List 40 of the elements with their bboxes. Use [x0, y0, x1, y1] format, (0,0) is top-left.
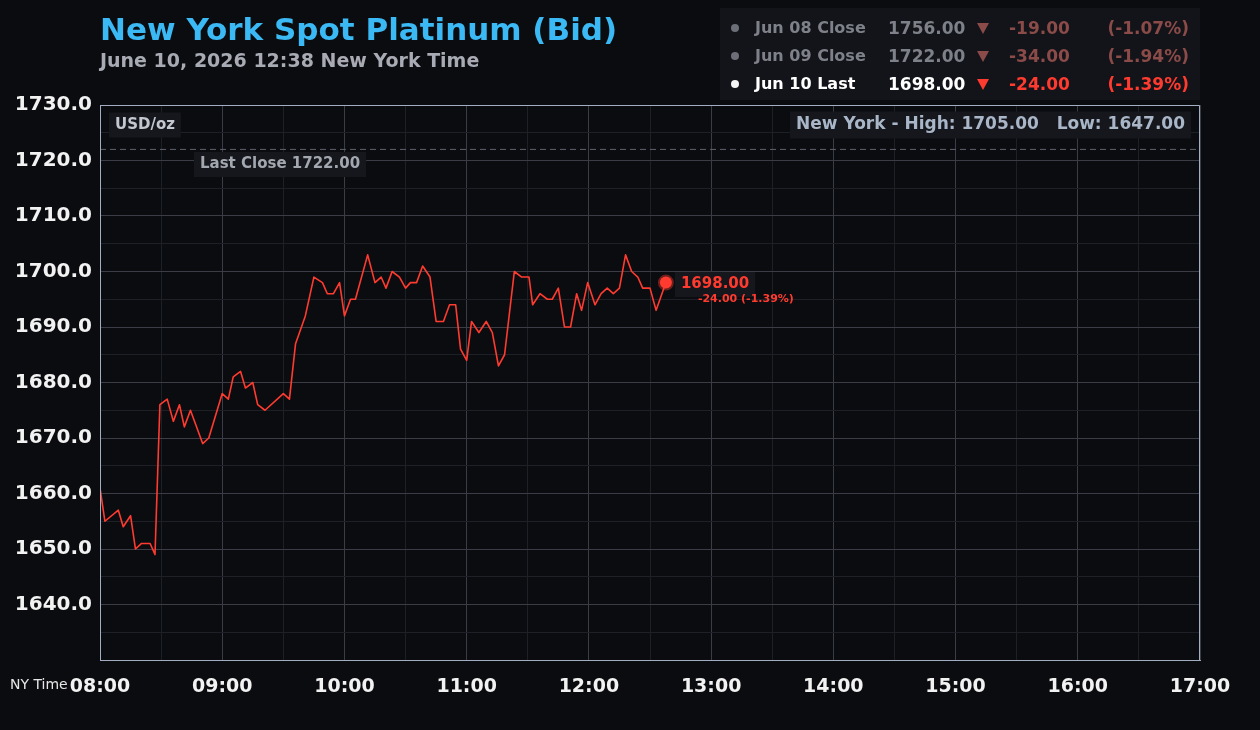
x-tick-label: 15:00: [925, 674, 986, 697]
text: -24.00: [1009, 73, 1070, 96]
text: 1756.00: [888, 17, 966, 40]
y-tick-label: 1670.0: [14, 424, 92, 449]
annotation: USD/oz: [115, 114, 176, 133]
text: Jun 10 Last: [755, 73, 856, 95]
x-axis-title: NY Time: [10, 675, 68, 693]
y-tick-label: 1710.0: [14, 202, 92, 227]
x-tick-label: 14:00: [803, 674, 864, 697]
y-tick-label: 1640.0: [14, 590, 92, 615]
y-tick-label: 1680.0: [14, 368, 92, 393]
text: -34.00: [1009, 45, 1070, 68]
data-label: 1698.00: [680, 274, 750, 293]
y-tick-label: 1720.0: [14, 146, 92, 171]
text: 1698.00: [888, 73, 966, 96]
chart-title: New York Spot Platinum (Bid): [100, 11, 618, 47]
text: Jun 09 Close: [755, 45, 866, 67]
y-tick-label: 1690.0: [14, 313, 92, 338]
x-tick-label: 13:00: [680, 674, 742, 697]
text: -19.00: [1009, 17, 1070, 40]
text: (-1.07%): [1107, 17, 1189, 40]
chart-subtitle: June 10, 2026 12:38 New York Time: [100, 48, 480, 72]
x-tick-label: 12:00: [558, 674, 620, 697]
y-tick-label: 1730.0: [14, 91, 92, 116]
x-tick-label: 10:00: [314, 674, 375, 697]
y-tick-label: 1700.0: [14, 257, 92, 282]
y-tick-label: 1660.0: [14, 479, 92, 504]
annotation: New York - High: 1705.00 Low: 1647.00: [796, 113, 1186, 134]
text: (-1.94%): [1107, 45, 1189, 68]
text: 1722.00: [888, 45, 966, 68]
text: Jun 08 Close: [755, 17, 866, 39]
x-tick-label: 08:00: [69, 674, 131, 697]
annotation: -24.00 (-1.39%): [697, 292, 794, 306]
x-tick-label: 16:00: [1047, 674, 1109, 697]
x-tick-label: 17:00: [1169, 674, 1231, 697]
ref-line-label: Last Close 1722.00: [200, 154, 361, 173]
x-tick-label: 09:00: [191, 674, 253, 697]
x-tick-label: 11:00: [436, 674, 497, 697]
text: (-1.39%): [1107, 73, 1189, 96]
y-tick-label: 1650.0: [14, 535, 92, 560]
